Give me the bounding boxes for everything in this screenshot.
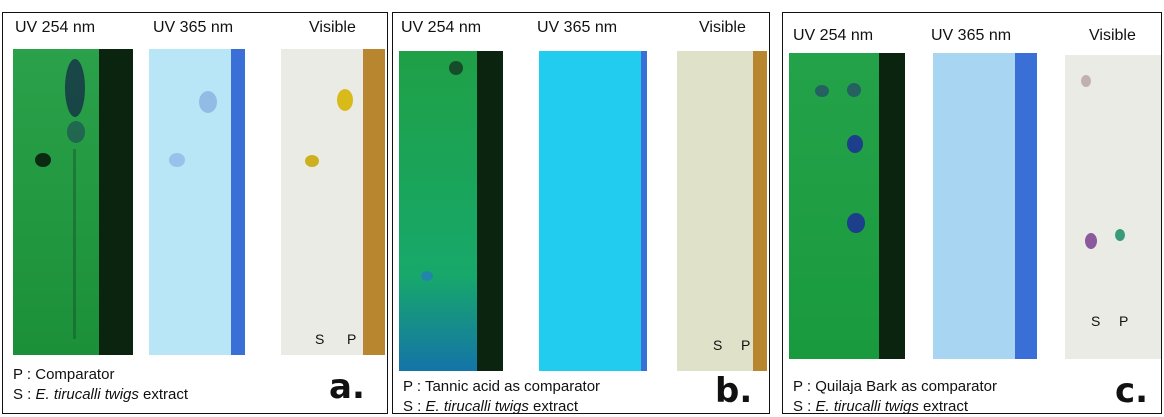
spot <box>847 83 861 97</box>
header-visible: Visible <box>1089 27 1136 44</box>
header-uv254: UV 254 nm <box>401 19 482 36</box>
spot <box>1081 75 1091 87</box>
legend-comparator: P : Quilaja Bark as comparator <box>793 378 997 395</box>
lane-label-s: S <box>315 331 325 347</box>
tlc-plate-uv365 <box>933 53 1037 359</box>
header-uv365: UV 365 nm <box>537 19 618 36</box>
tlc-plate-visible: S P <box>281 49 385 355</box>
spot <box>847 135 863 153</box>
wood-ruler <box>753 51 767 371</box>
header-visible: Visible <box>699 19 746 36</box>
tlc-plate-uv365 <box>149 49 245 355</box>
legend: P : Quilaja Bark as comparator S : E. ti… <box>793 377 997 417</box>
dark-strip <box>879 53 905 359</box>
lane-label-p: P <box>741 337 751 353</box>
lane-label-s: S <box>713 337 723 353</box>
blue-ruler <box>1015 53 1037 359</box>
header-uv254: UV 254 nm <box>793 27 874 44</box>
panel-a: UV 254 nm UV 365 nm Visible S P P : Comp… <box>2 12 388 414</box>
spot <box>35 153 51 167</box>
header-visible: Visible <box>309 19 356 36</box>
tlc-plate-uv254 <box>13 49 133 355</box>
lane-label-p: P <box>1119 313 1129 329</box>
panel-letter: a. <box>329 367 365 407</box>
legend-sample: S : E. tirucalli twigs extract <box>793 398 969 415</box>
tlc-plate-visible: S P <box>1065 55 1161 359</box>
header-uv365: UV 365 nm <box>931 27 1012 44</box>
panel-b: UV 254 nm UV 365 nm Visible S P P : Tann… <box>392 12 770 417</box>
spot <box>1085 233 1097 249</box>
panel-letter: b. <box>715 371 753 411</box>
panel-letter: c. <box>1115 371 1149 411</box>
spot <box>421 271 433 281</box>
tlc-plate-uv254 <box>399 51 503 371</box>
lane-label-p: P <box>347 331 357 347</box>
spot <box>337 89 353 111</box>
blue-ruler <box>641 51 647 371</box>
wood-ruler <box>363 49 385 355</box>
panel-c: UV 254 nm UV 365 nm Visible S P P : Quil… <box>782 12 1162 417</box>
blue-ruler <box>231 49 245 355</box>
spot <box>305 155 319 167</box>
tlc-plate-visible: S P <box>677 51 767 371</box>
legend-sample: S : E. tirucalli twigs extract <box>13 386 189 403</box>
spot <box>65 59 85 117</box>
tlc-plate-uv254 <box>789 53 905 359</box>
spot <box>169 153 185 167</box>
dark-strip <box>477 51 503 371</box>
spot <box>449 61 463 75</box>
lane-streak <box>73 149 76 339</box>
legend-sample: S : E. tirucalli twigs extract <box>403 398 579 415</box>
lane-label-s: S <box>1091 313 1101 329</box>
spot <box>199 91 217 113</box>
legend-comparator: P : Tannic acid as comparator <box>403 378 601 395</box>
spot <box>847 213 865 233</box>
legend: P : Tannic acid as comparator S : E. tir… <box>403 377 600 417</box>
spot <box>815 85 829 97</box>
spot <box>67 121 85 143</box>
legend-comparator: P : Comparator <box>13 366 115 383</box>
spot <box>1115 229 1125 241</box>
legend: P : Comparator S : E. tirucalli twigs ex… <box>13 365 188 405</box>
header-uv365: UV 365 nm <box>153 19 234 36</box>
tlc-plate-uv365 <box>539 51 647 371</box>
header-uv254: UV 254 nm <box>15 19 96 36</box>
dark-strip <box>99 49 133 355</box>
